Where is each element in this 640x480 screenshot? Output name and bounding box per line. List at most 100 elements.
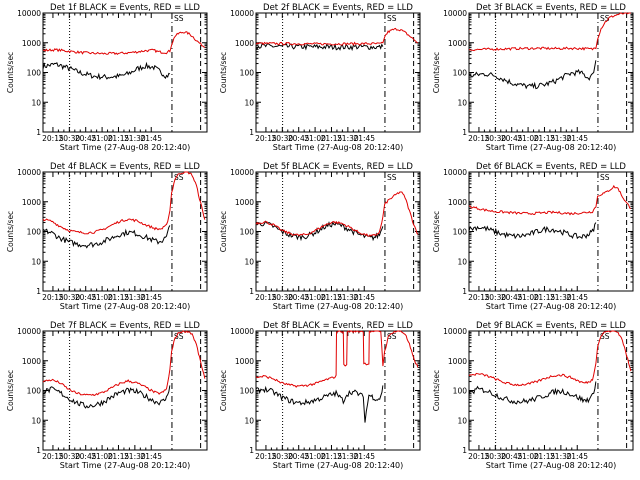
y-tick-label: 10 [457, 416, 467, 425]
y-tick-label: 10 [244, 98, 254, 107]
x-axis-label: Start Time (27-Aug-08 20:12:40) [60, 302, 191, 311]
series-line-black [469, 223, 596, 239]
x-tick-label: 21:00 [304, 134, 326, 143]
legend-text: SS [600, 173, 610, 182]
x-tick-label: 20:45 [75, 452, 97, 461]
x-tick-label: 20:45 [288, 452, 310, 461]
y-tick-label: 10000 [230, 168, 254, 177]
y-tick-label: 100 [27, 228, 42, 237]
x-tick-label: 20:15 [42, 452, 64, 461]
x-tick-label: 20:30 [485, 452, 507, 461]
panel-title: Det 7f BLACK = Events, RED = LLD [50, 321, 200, 331]
series-line-black [256, 44, 383, 50]
x-tick-label: 20:45 [501, 293, 523, 302]
y-tick-label: 1000 [22, 198, 41, 207]
x-tick-label: 20:15 [42, 134, 64, 143]
y-tick-label: 10 [244, 257, 254, 266]
x-tick-label: 20:15 [468, 452, 490, 461]
plot-frame [42, 12, 208, 133]
y-tick-label: 100 [27, 387, 42, 396]
x-tick-label: 21:45 [566, 134, 588, 143]
x-tick-label: 21:45 [140, 452, 162, 461]
x-axis-label: Start Time (27-Aug-08 20:12:40) [486, 302, 617, 311]
x-tick-label: 20:15 [255, 134, 277, 143]
panel-5: Det 5f BLACK = Events, RED = LLD 1 10 100 10… [219, 162, 421, 311]
series-line-red [256, 331, 418, 387]
y-axis-label: Counts/sec [219, 370, 228, 411]
y-tick-label: 1000 [448, 39, 467, 48]
y-tick-label: 10 [31, 416, 41, 425]
legend-text: SS [174, 14, 184, 23]
x-tick-label: 20:15 [468, 134, 490, 143]
y-axis-label: Counts/sec [219, 211, 228, 252]
x-tick-label: 20:45 [288, 293, 310, 302]
y-tick-label: 100 [27, 69, 42, 78]
legend-text: SS [387, 173, 397, 182]
x-axis-label: Start Time (27-Aug-08 20:12:40) [273, 461, 404, 470]
x-tick-label: 21:30 [124, 452, 146, 461]
plot-frame [42, 330, 208, 451]
y-tick-label: 1 [36, 287, 41, 296]
x-tick-label: 20:15 [468, 293, 490, 302]
y-axis-label: Counts/sec [6, 370, 15, 411]
x-tick-label: 20:30 [59, 452, 81, 461]
panel-title: Det 3f BLACK = Events, RED = LLD [476, 3, 626, 13]
series-line-red [43, 331, 205, 396]
panel-title: Det 2f BLACK = Events, RED = LLD [263, 3, 413, 13]
x-tick-label: 21:00 [91, 293, 113, 302]
series-line-red [469, 13, 631, 51]
y-tick-label: 1000 [448, 357, 467, 366]
x-tick-label: 21:30 [337, 134, 359, 143]
x-axis-label: Start Time (27-Aug-08 20:12:40) [273, 143, 404, 152]
legend-text: SS [600, 14, 610, 23]
x-axis-label: Start Time (27-Aug-08 20:12:40) [60, 143, 191, 152]
x-axis-label: Start Time (27-Aug-08 20:12:40) [273, 302, 404, 311]
x-tick-label: 21:15 [534, 134, 556, 143]
series-line-black [43, 385, 170, 408]
plot-frame [468, 12, 634, 133]
x-tick-label: 20:30 [272, 293, 294, 302]
panel-2: Det 2f BLACK = Events, RED = LLD 1 10 100 10… [219, 3, 421, 152]
y-tick-label: 1 [249, 446, 254, 455]
x-tick-label: 21:00 [517, 134, 539, 143]
y-tick-label: 1000 [235, 357, 254, 366]
legend-text: SS [387, 14, 397, 23]
y-tick-label: 1000 [448, 198, 467, 207]
y-tick-label: 1000 [22, 357, 41, 366]
x-tick-label: 20:45 [75, 134, 97, 143]
y-tick-label: 100 [240, 387, 255, 396]
series-line-black [43, 63, 170, 79]
series-line-red [256, 28, 418, 45]
panel-title: Det 4f BLACK = Events, RED = LLD [50, 162, 200, 172]
x-tick-label: 20:30 [59, 134, 81, 143]
panel-9: Det 9f BLACK = Events, RED = LLD 1 10 100 10… [432, 321, 634, 470]
y-tick-label: 1 [249, 128, 254, 137]
x-tick-label: 21:15 [321, 293, 343, 302]
legend-text: SS [600, 332, 610, 341]
x-tick-label: 20:30 [272, 134, 294, 143]
y-tick-label: 10 [31, 98, 41, 107]
x-tick-label: 21:45 [353, 134, 375, 143]
series-line-black [469, 382, 596, 404]
panel-8: Det 8f BLACK = Events, RED = LLD 1 10 100 10… [219, 321, 421, 470]
panel-title: Det 5f BLACK = Events, RED = LLD [263, 162, 413, 172]
y-tick-label: 10000 [443, 168, 467, 177]
y-tick-label: 10 [31, 257, 41, 266]
y-axis-label: Counts/sec [432, 211, 441, 252]
x-tick-label: 20:30 [485, 134, 507, 143]
y-tick-label: 10000 [17, 9, 41, 18]
x-tick-label: 20:45 [501, 452, 523, 461]
x-tick-label: 21:30 [337, 452, 359, 461]
y-tick-label: 10 [457, 98, 467, 107]
x-tick-label: 21:15 [321, 134, 343, 143]
x-tick-label: 21:45 [566, 293, 588, 302]
panel-7: Det 7f BLACK = Events, RED = LLD 1 10 100 10… [6, 321, 208, 470]
x-tick-label: 21:15 [108, 134, 130, 143]
series-line-black [469, 60, 596, 88]
x-tick-label: 21:45 [353, 293, 375, 302]
x-tick-label: 21:30 [124, 134, 146, 143]
y-tick-label: 1 [462, 128, 467, 137]
plot-frame [468, 330, 634, 451]
x-tick-label: 20:30 [59, 293, 81, 302]
x-tick-label: 21:00 [304, 293, 326, 302]
